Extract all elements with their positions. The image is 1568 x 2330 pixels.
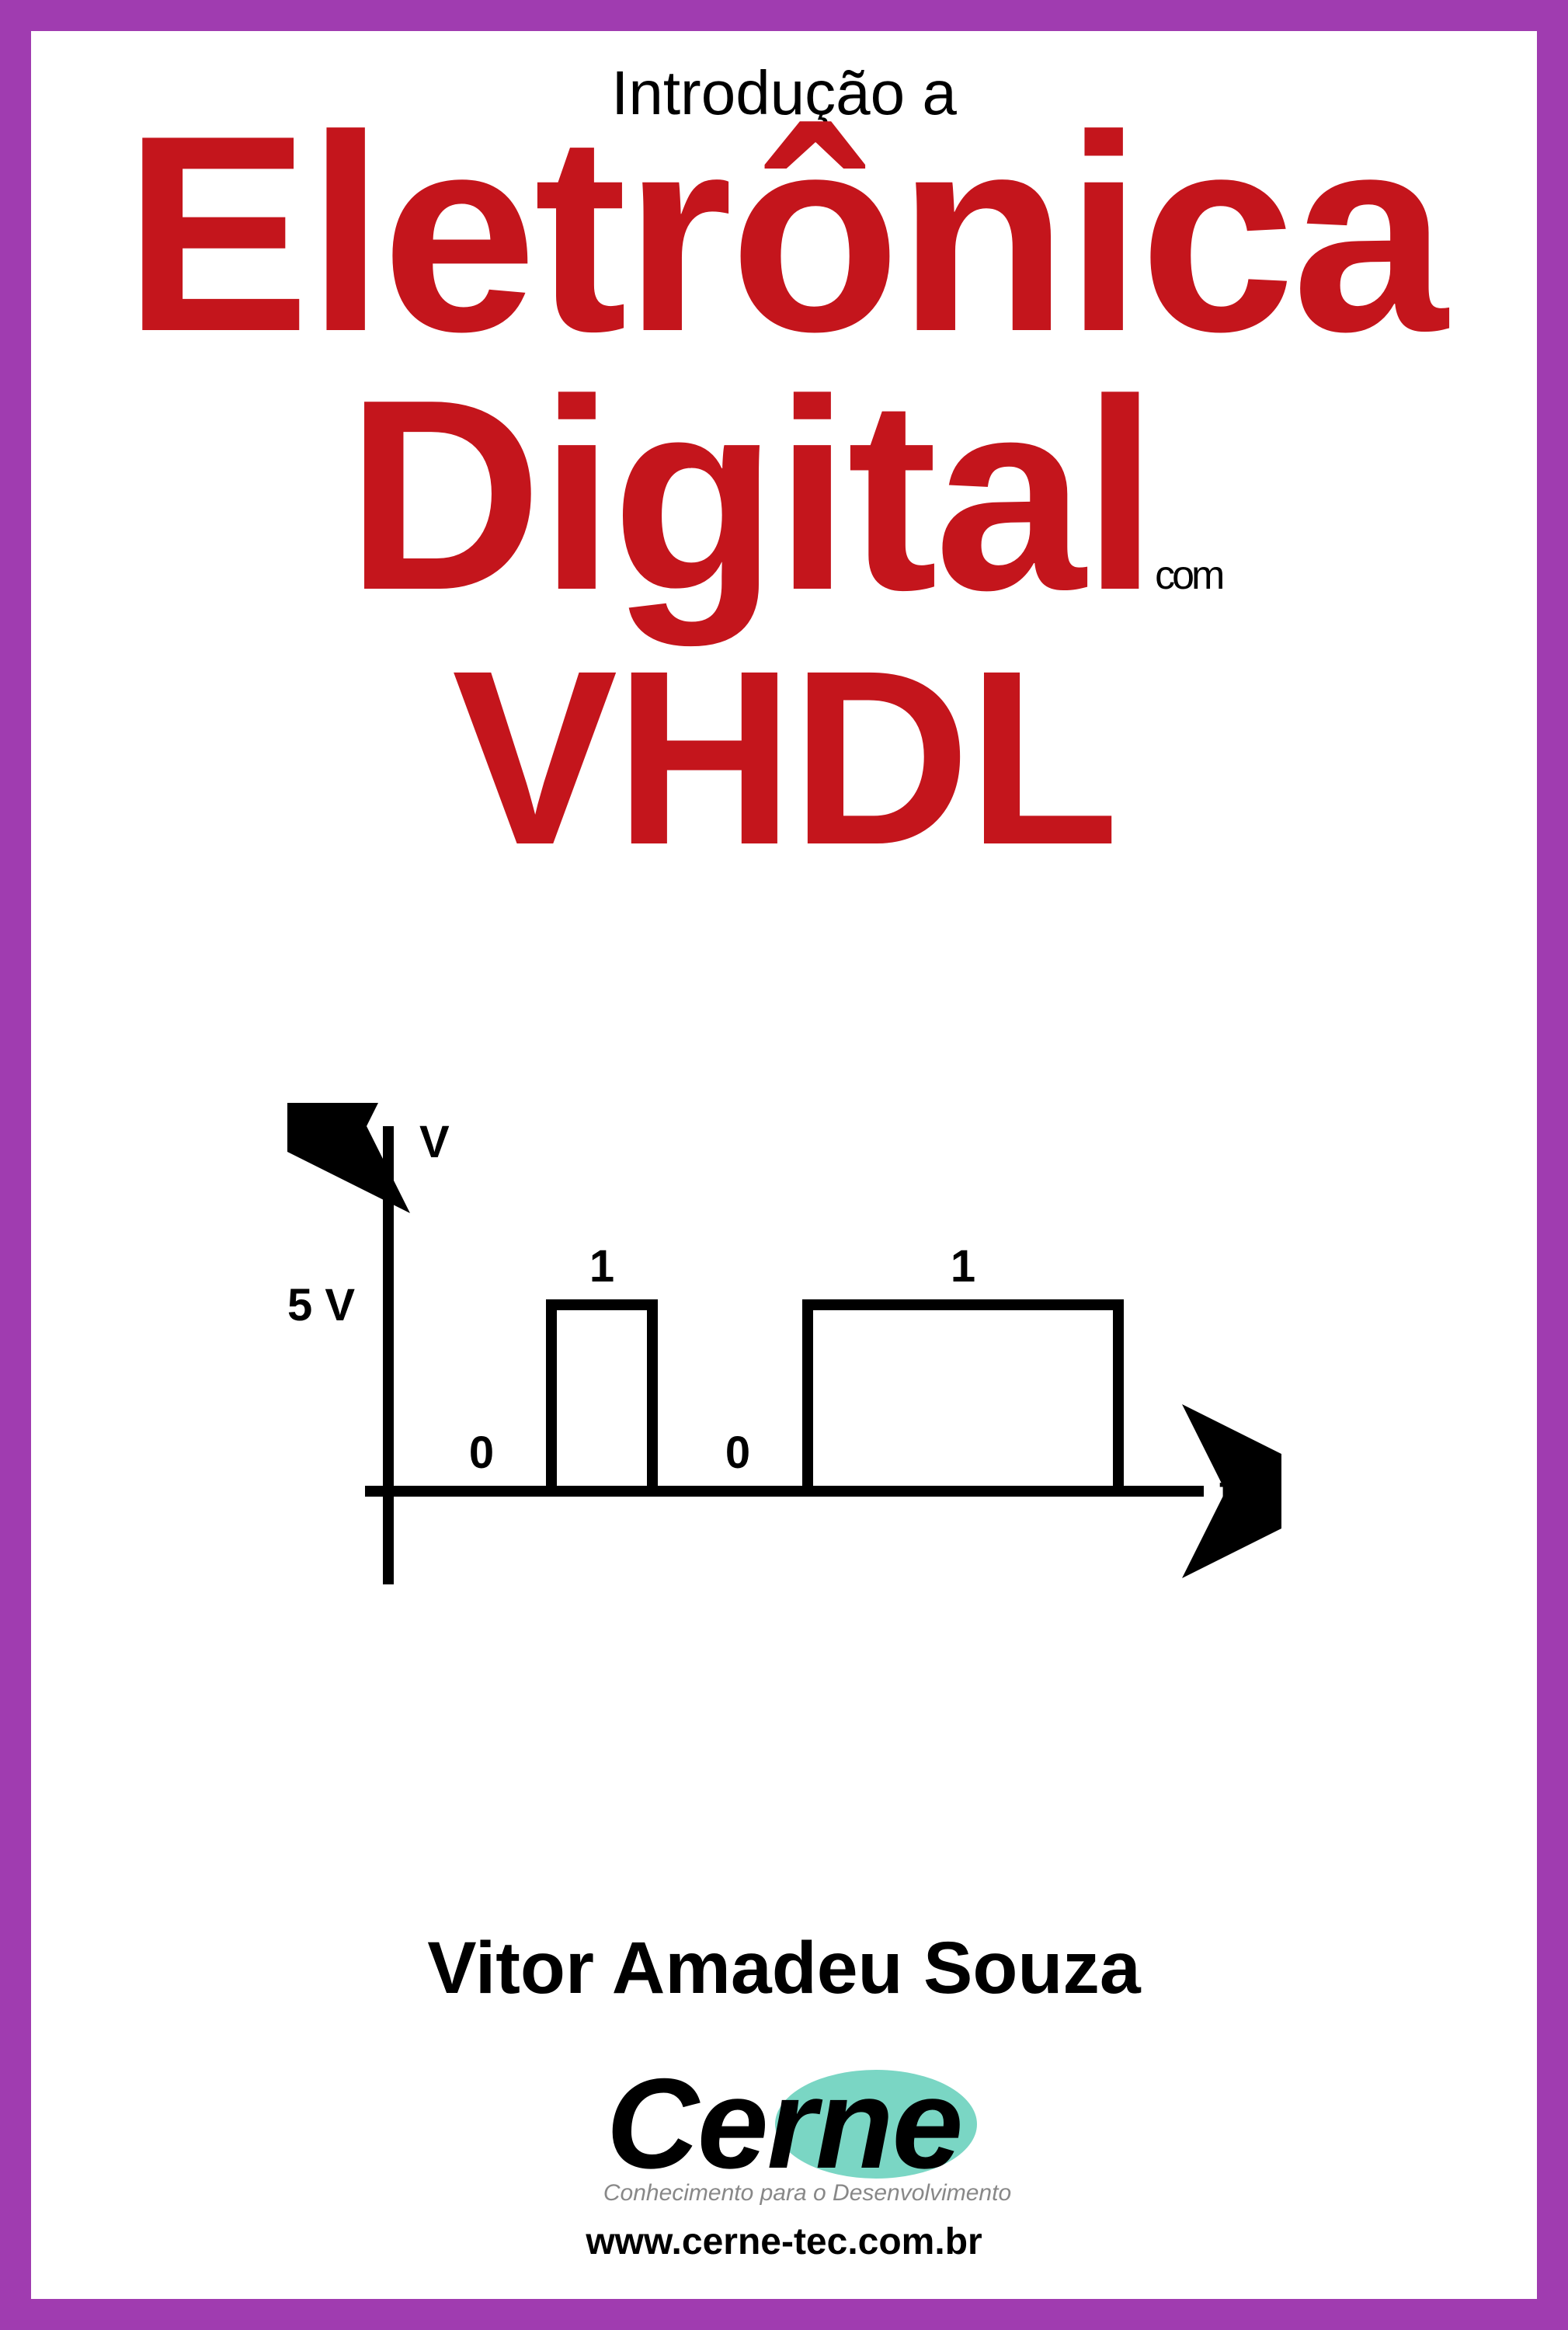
logo-word-container: Cerne [607, 2050, 962, 2197]
title-line-2: Digitalcom [0, 367, 1568, 625]
title-connector: com [1155, 553, 1222, 598]
waveform-diagram: Vt 5 V 0 1 0 1 [287, 1103, 1281, 1662]
author-name: Vitor Amadeu Souza [0, 1926, 1568, 2011]
title-line-3: VHDL [0, 639, 1568, 875]
svg-text:1: 1 [589, 1241, 614, 1292]
logo-text: Cerne [607, 2050, 962, 2197]
svg-text:1: 1 [951, 1241, 975, 1292]
title-line-2-text: Digital [346, 343, 1155, 647]
publisher-logo: Cerne Conhecimento para o Desenvolviment… [0, 2050, 1568, 2263]
svg-text:5 V: 5 V [287, 1280, 355, 1330]
title-block: Introdução a Eletrônica Digitalcom VHDL [0, 62, 1568, 875]
svg-text:V: V [419, 1117, 450, 1167]
title-line-1: Eletrônica [0, 101, 1568, 367]
logo-url: www.cerne-tec.com.br [0, 2220, 1568, 2263]
svg-text:t: t [1219, 1466, 1234, 1517]
svg-text:0: 0 [725, 1428, 750, 1478]
svg-text:0: 0 [469, 1428, 494, 1478]
